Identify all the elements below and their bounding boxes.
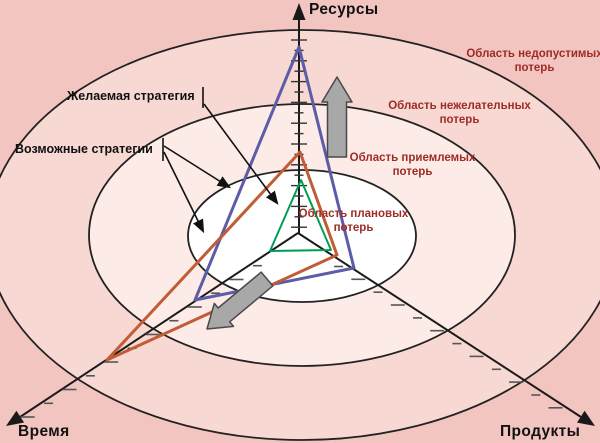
region-label-line: потерь — [514, 61, 555, 74]
time-axis — [19, 232, 299, 418]
resources-axis-label: Ресурсы — [309, 1, 379, 18]
time-axis-ticks — [20, 264, 262, 418]
leader-arrow-to-orange-triangle — [163, 151, 205, 234]
time-axis-label: Время — [18, 423, 70, 440]
region-label-line: потерь — [392, 165, 433, 178]
products-axis-arrowhead — [577, 410, 595, 426]
region-label-line: Область недопустимых — [466, 48, 600, 60]
down-left-block-arrow-icon — [206, 271, 274, 330]
possible-strategies-label: Возможные стратегии — [15, 142, 153, 156]
region-label-line: потерь — [333, 221, 374, 234]
region-label-unacceptable: Область недопустимых потерь — [447, 48, 600, 75]
leader-arrow-to-green-triangle — [203, 103, 279, 205]
up-block-arrow-icon — [321, 76, 353, 158]
region-label-line: потерь — [439, 113, 480, 126]
label-leader-arrows — [162, 87, 279, 234]
axes — [19, 18, 582, 418]
region-label-undesirable: Область нежелательных потерь — [372, 100, 547, 127]
desired-strategy-triangle-green — [269, 179, 332, 252]
leader-arrow-to-blue-triangle — [163, 145, 232, 189]
region-label-acceptable: Область приемлемых потерь — [325, 152, 500, 179]
resources-axis-arrowhead — [292, 3, 306, 20]
region-label-planned: Область плановых потерь — [266, 208, 441, 235]
products-axis-label: Продукты — [500, 423, 581, 440]
region-label-line: Область нежелательных — [388, 100, 531, 112]
region-label-line: Область плановых — [298, 208, 409, 220]
products-axis-ticks — [334, 265, 563, 409]
region-label-line: Область приемлемых — [349, 152, 476, 164]
products-axis — [297, 232, 582, 418]
time-axis-arrowhead — [6, 410, 25, 426]
desired-strategy-label: Желаемая стратегия — [67, 89, 195, 103]
